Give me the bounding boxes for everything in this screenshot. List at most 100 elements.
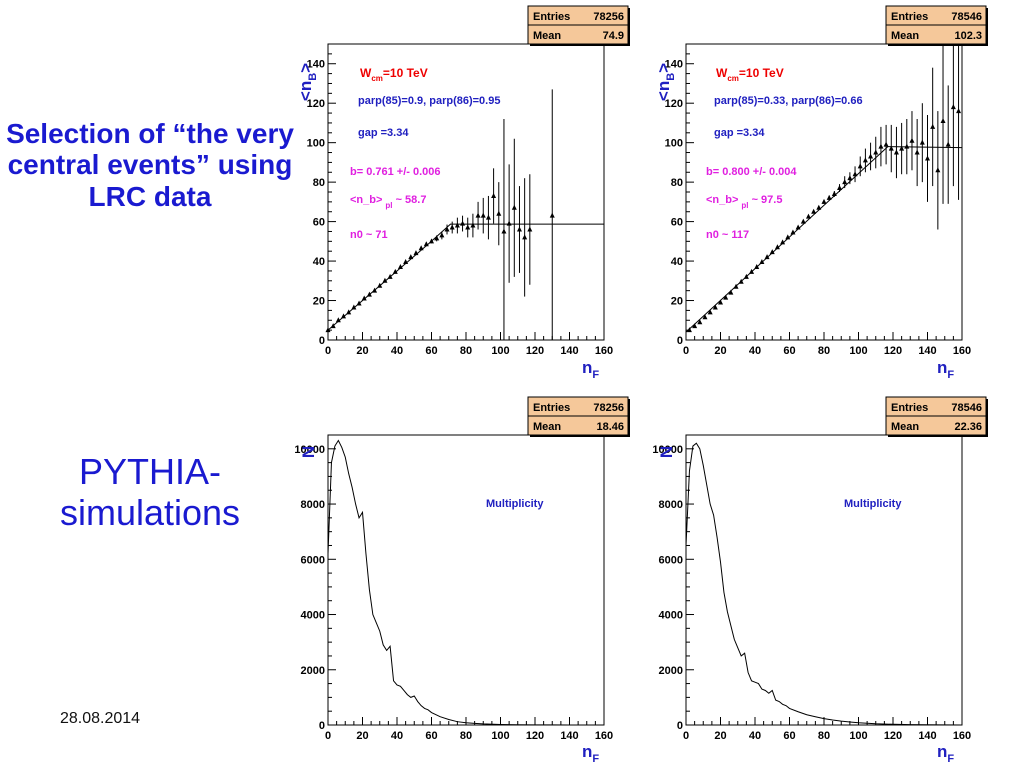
data-point — [785, 234, 791, 240]
data-point — [852, 171, 858, 177]
data-point — [707, 309, 713, 315]
x-tick-label: 120 — [526, 345, 544, 357]
data-point — [883, 141, 889, 147]
y-axis-title: <nB> — [296, 63, 319, 101]
data-point — [826, 194, 832, 200]
data-point — [811, 208, 817, 214]
data-point — [686, 327, 692, 333]
data-point — [945, 141, 951, 147]
x-tick-label: 20 — [356, 345, 368, 357]
x-tick-label: 40 — [749, 345, 761, 357]
y-tick-label: 20 — [671, 296, 683, 308]
x-tick-label: 100 — [491, 730, 509, 742]
stats-entries-label: Entries — [891, 11, 928, 23]
data-point — [769, 249, 775, 255]
stats-entries-label: Entries — [533, 11, 570, 23]
x-tick-label: 60 — [425, 730, 437, 742]
gap-annotation: gap =3.34 — [714, 127, 765, 139]
x-tick-label: 80 — [460, 730, 472, 742]
y-tick-label: 10000 — [294, 444, 325, 456]
y-tick-label: 140 — [665, 59, 683, 71]
stats-mean-value: 18.46 — [596, 421, 624, 433]
data-point — [878, 143, 884, 149]
parp-annotation: parp(85)=0.33, parp(86)=0.66 — [714, 95, 863, 107]
data-point — [718, 299, 723, 305]
data-point — [397, 263, 403, 269]
multiplicity-label: Multiplicity — [844, 498, 902, 510]
data-point — [485, 214, 491, 220]
stats-mean-label: Mean — [891, 30, 919, 42]
data-point — [403, 259, 409, 265]
data-point — [914, 149, 920, 155]
stats-entries-value: 78546 — [951, 402, 982, 414]
y-tick-label: 8000 — [659, 499, 683, 511]
x-tick-label: 80 — [460, 345, 472, 357]
data-point — [480, 212, 486, 218]
data-point — [862, 157, 868, 163]
data-point — [522, 234, 528, 240]
data-point — [935, 167, 941, 173]
x-tick-label: 20 — [356, 730, 368, 742]
data-point — [805, 213, 811, 219]
y-tick-label: 140 — [307, 59, 325, 71]
data-point — [909, 137, 915, 143]
multiplicity-label: Multiplicity — [486, 498, 544, 510]
data-point — [842, 179, 848, 185]
data-point — [439, 232, 445, 238]
y-tick-label: 8000 — [301, 499, 325, 511]
slide-title: Selection of “the very central events” u… — [6, 118, 294, 212]
data-point — [893, 149, 899, 155]
y-tick-label: 4000 — [301, 610, 325, 622]
y-tick-label: 0 — [677, 720, 683, 732]
data-point — [361, 295, 367, 301]
stats-entries-label: Entries — [891, 402, 928, 414]
data-point — [351, 304, 357, 310]
x-tick-label: 140 — [560, 730, 578, 742]
data-point — [790, 229, 796, 235]
data-point — [549, 212, 555, 218]
data-point — [341, 313, 347, 319]
data-point — [449, 224, 455, 230]
x-tick-label: 40 — [391, 730, 403, 742]
chart-multiplicity-right: 0 20 40 60 80 100 120 140 160 0 2000 4000 6000 8000 10… — [652, 396, 988, 765]
data-point — [728, 289, 734, 295]
y-tick-label: 6000 — [659, 554, 683, 566]
data-point — [382, 277, 388, 283]
y-tick-label: 20 — [313, 296, 325, 308]
data-point — [325, 327, 331, 333]
slope-annotation: b= 0.800 +/- 0.004 — [706, 166, 797, 178]
x-tick-label: 40 — [391, 345, 403, 357]
data-point — [816, 204, 822, 210]
stats-mean-label: Mean — [533, 421, 561, 433]
data-point — [899, 145, 905, 151]
data-point — [475, 212, 481, 218]
stats-entries-value: 78256 — [593, 402, 624, 414]
x-tick-label: 0 — [325, 730, 331, 742]
multiplicity-curve — [327, 439, 605, 726]
data-point — [780, 239, 786, 245]
stats-entries-value: 78546 — [951, 11, 982, 23]
data-point — [733, 283, 739, 289]
data-point — [506, 220, 512, 226]
data-point — [372, 287, 378, 293]
data-point — [749, 268, 755, 274]
date-label: 28.08.2014 — [60, 710, 141, 727]
data-point — [423, 241, 429, 247]
data-point — [904, 143, 910, 149]
x-tick-label: 120 — [884, 345, 902, 357]
stats-mean-label: Mean — [891, 421, 919, 433]
plot-frame — [327, 434, 605, 726]
data-point — [346, 309, 352, 315]
x-axis-title: nF — [937, 742, 954, 765]
data-point — [501, 228, 507, 234]
y-tick-label: 10000 — [652, 444, 683, 456]
x-tick-label: 0 — [683, 345, 689, 357]
energy-annotation: Wcm=10 TeV — [716, 66, 784, 83]
data-point — [743, 273, 749, 279]
x-tick-label: 100 — [491, 345, 509, 357]
y-tick-label: 0 — [319, 720, 325, 732]
x-tick-label: 60 — [425, 345, 437, 357]
plot-frame — [685, 43, 963, 341]
data-point — [873, 149, 879, 155]
stats-mean-value: 74.9 — [603, 30, 624, 42]
